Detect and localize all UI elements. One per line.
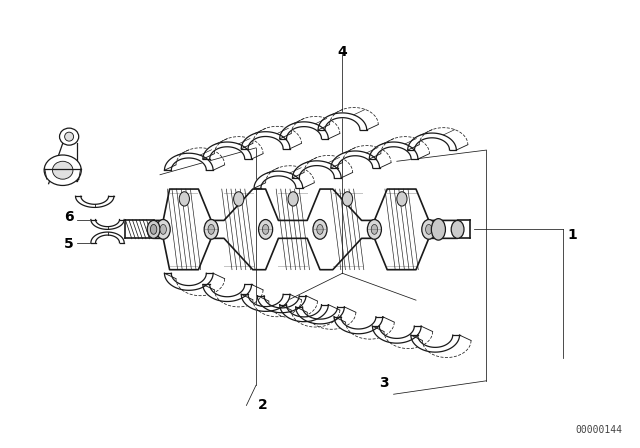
Text: 2: 2 <box>257 398 268 413</box>
Ellipse shape <box>179 192 189 206</box>
Ellipse shape <box>150 224 157 234</box>
Polygon shape <box>203 142 252 159</box>
Ellipse shape <box>44 155 81 185</box>
Ellipse shape <box>60 128 79 145</box>
Ellipse shape <box>262 224 269 234</box>
Polygon shape <box>203 284 252 302</box>
Text: 1: 1 <box>568 228 578 242</box>
Polygon shape <box>241 132 290 149</box>
Text: 4: 4 <box>337 44 348 59</box>
Ellipse shape <box>288 192 298 206</box>
Polygon shape <box>296 307 344 324</box>
Polygon shape <box>76 196 114 207</box>
Polygon shape <box>411 335 460 352</box>
Polygon shape <box>257 296 306 313</box>
Polygon shape <box>280 122 328 139</box>
Ellipse shape <box>65 132 74 141</box>
Polygon shape <box>91 220 124 229</box>
Ellipse shape <box>208 224 214 234</box>
Polygon shape <box>91 232 124 243</box>
Ellipse shape <box>422 220 436 239</box>
Ellipse shape <box>431 219 445 240</box>
Polygon shape <box>408 133 456 150</box>
Ellipse shape <box>259 220 273 239</box>
Polygon shape <box>164 153 213 170</box>
Polygon shape <box>292 161 341 178</box>
Ellipse shape <box>426 224 432 234</box>
Ellipse shape <box>156 220 170 239</box>
Ellipse shape <box>397 192 407 206</box>
Text: 5: 5 <box>64 237 74 251</box>
Ellipse shape <box>367 220 381 239</box>
Text: 6: 6 <box>64 210 74 224</box>
Ellipse shape <box>52 161 73 179</box>
Polygon shape <box>372 326 421 343</box>
Polygon shape <box>164 273 213 290</box>
Polygon shape <box>241 294 290 311</box>
Ellipse shape <box>451 220 464 238</box>
Ellipse shape <box>371 224 378 234</box>
Ellipse shape <box>147 220 160 238</box>
Text: 00000144: 00000144 <box>575 425 622 435</box>
Polygon shape <box>331 151 380 168</box>
Polygon shape <box>369 142 418 159</box>
Text: 3: 3 <box>379 376 389 390</box>
Ellipse shape <box>317 224 323 234</box>
Ellipse shape <box>342 192 353 206</box>
Polygon shape <box>318 113 367 130</box>
Polygon shape <box>280 305 328 322</box>
Ellipse shape <box>160 224 166 234</box>
Ellipse shape <box>234 192 244 206</box>
Polygon shape <box>254 171 303 188</box>
Ellipse shape <box>204 220 218 239</box>
Polygon shape <box>334 317 383 334</box>
Ellipse shape <box>313 220 327 239</box>
